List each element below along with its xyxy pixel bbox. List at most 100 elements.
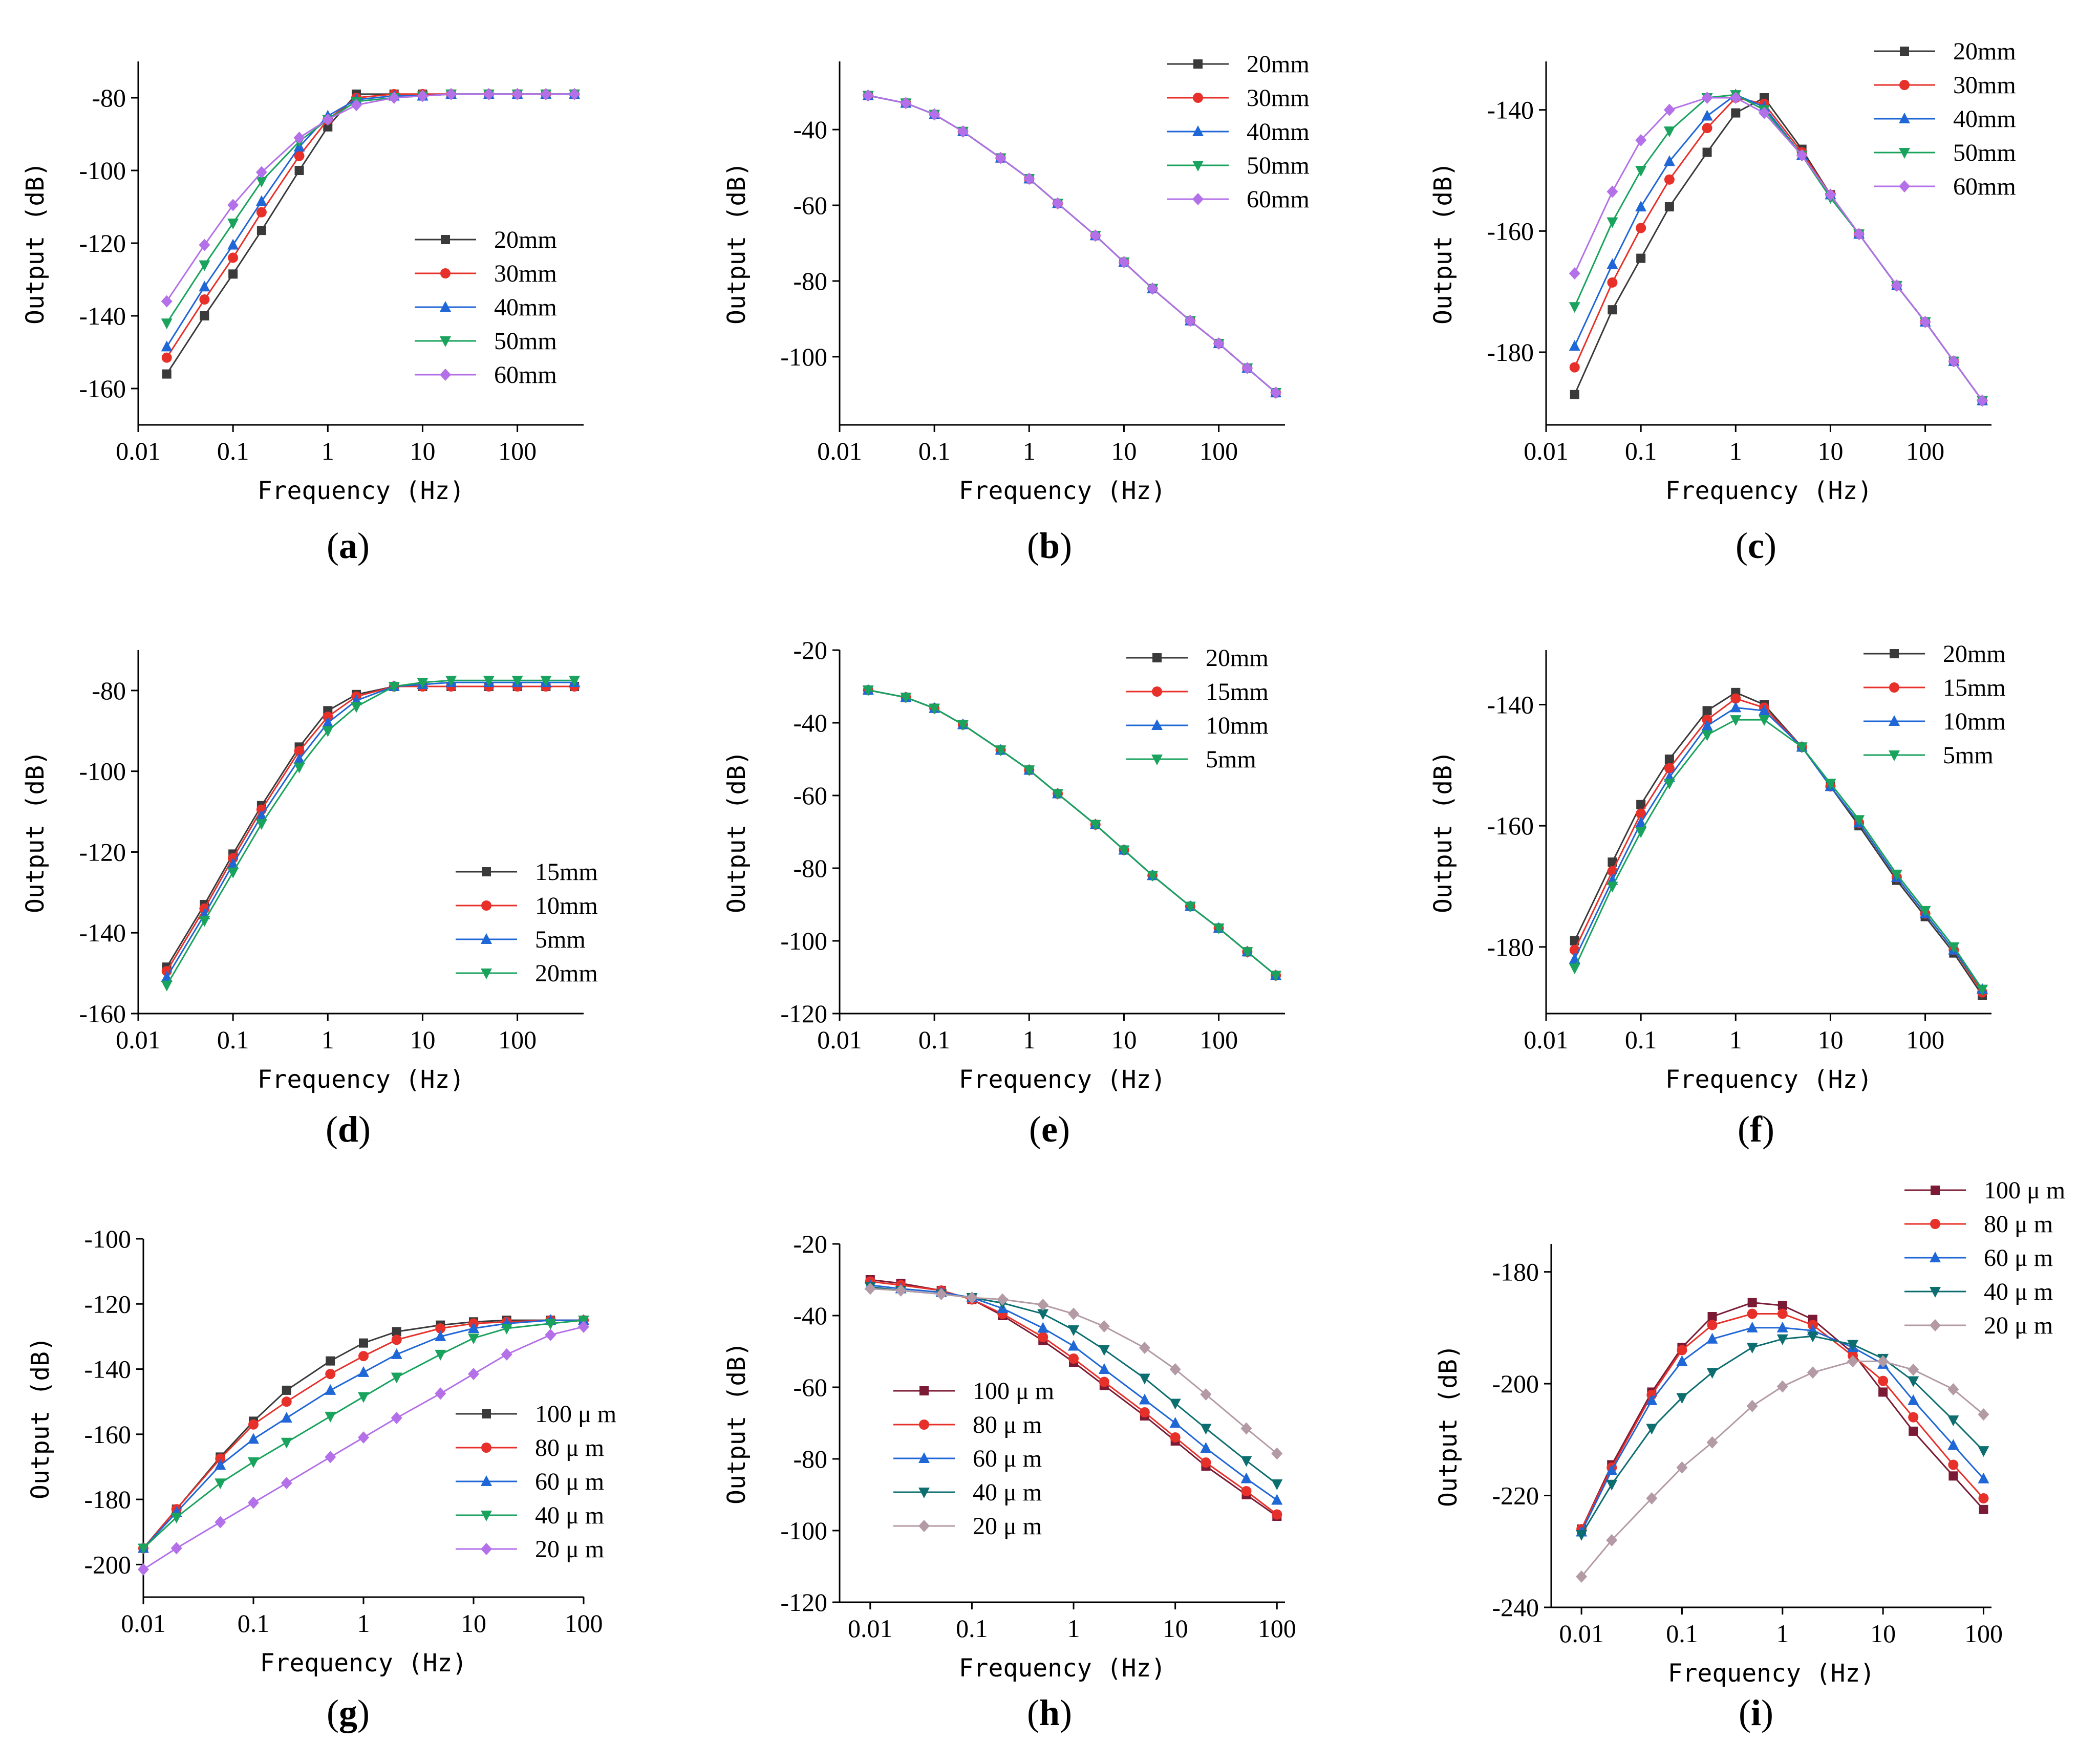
data-point [1068, 1325, 1080, 1336]
data-point [326, 1356, 335, 1366]
data-point [358, 1392, 369, 1403]
data-point [1608, 857, 1617, 867]
y-axis-title: Output (dB) [1429, 162, 1458, 325]
data-point [281, 1396, 292, 1407]
data-point [359, 1338, 368, 1348]
series-line [1574, 692, 1983, 996]
series-line [1580, 1335, 1984, 1535]
legend-label: 50mm [1953, 139, 2016, 166]
data-point [468, 1368, 479, 1381]
data-point [957, 125, 969, 138]
data-point [323, 122, 333, 132]
data-point [1089, 820, 1101, 831]
data-point [1270, 386, 1282, 399]
y-tick-label: -240 [1492, 1593, 1539, 1622]
data-point [1978, 1493, 1989, 1503]
data-point [1169, 1417, 1181, 1428]
legend-label: 40mm [1247, 118, 1310, 145]
data-point [199, 260, 210, 271]
x-tick-label: 0.1 [918, 1025, 951, 1054]
data-point [1701, 110, 1713, 121]
legend-label: 20mm [535, 960, 598, 987]
x-tick-label: 0.01 [817, 437, 862, 465]
data-point [1908, 1363, 1919, 1376]
data-point [1635, 816, 1647, 828]
data-point [935, 1288, 947, 1300]
legend: 15mm 10mm 5mm 20mm [456, 858, 598, 987]
data-point [1853, 228, 1865, 241]
legend-label: 40 μ m [535, 1502, 604, 1529]
data-point [929, 108, 940, 121]
data-point [1977, 984, 1988, 996]
data-point [161, 295, 173, 308]
data-point [1676, 1393, 1688, 1404]
data-point [1646, 1394, 1658, 1405]
data-point [1948, 355, 1960, 368]
legend-label: 20mm [1943, 640, 2006, 668]
x-tick-label: 100 [1906, 1025, 1944, 1054]
legend-marker [1899, 113, 1910, 123]
data-point [215, 1453, 226, 1464]
data-point [358, 1431, 369, 1444]
y-axis-title: Output (dB) [722, 1342, 751, 1504]
data-point [1068, 1307, 1080, 1320]
data-point [540, 88, 552, 100]
legend-marker [482, 1409, 491, 1418]
x-tick-label: 1 [1023, 1025, 1036, 1054]
data-point [388, 682, 400, 693]
x-tick-label: 0.1 [956, 1614, 988, 1643]
data-point [294, 150, 305, 161]
data-point [248, 1433, 259, 1444]
data-point [1646, 1424, 1658, 1435]
y-tick-label: -220 [1492, 1481, 1539, 1510]
data-point [1807, 1331, 1818, 1343]
x-axis-title: Frequency (Hz) [258, 1065, 465, 1094]
data-point [161, 352, 172, 363]
data-point [1569, 362, 1580, 373]
legend-marker [919, 1386, 929, 1395]
data-point [1807, 1366, 1818, 1379]
panel-caption: (i) [1739, 1692, 1773, 1733]
data-point [1948, 1471, 1958, 1481]
x-tick-label: 0.01 [116, 1025, 161, 1054]
legend-label: 100 μ m [973, 1378, 1054, 1405]
y-tick-label: -140 [84, 1355, 131, 1384]
data-point [1730, 715, 1742, 726]
data-point [1098, 1320, 1110, 1332]
data-point [325, 1369, 336, 1380]
data-point [255, 809, 267, 821]
y-tick-label: -140 [1487, 691, 1534, 719]
data-point [281, 1477, 292, 1490]
legend-label: 50mm [494, 328, 557, 355]
y-tick-label: -160 [1487, 217, 1534, 245]
legend-marker [918, 1452, 930, 1463]
data-point [1747, 1308, 1758, 1319]
x-tick-label: 0.1 [1625, 1025, 1657, 1054]
data-point [1636, 223, 1646, 233]
data-point [900, 97, 912, 110]
legend-marker [481, 933, 492, 944]
axes [1550, 1244, 1991, 1608]
data-point [1919, 906, 1931, 917]
y-tick-label: -80 [793, 267, 827, 295]
data-point [1169, 1399, 1181, 1410]
data-point [1052, 197, 1064, 210]
legend-marker [1889, 750, 1900, 761]
data-point [1608, 305, 1617, 315]
data-point [483, 676, 495, 687]
legend-marker [440, 268, 451, 278]
data-point [1569, 963, 1580, 975]
data-point [325, 1411, 336, 1423]
y-tick-label: -40 [793, 115, 827, 144]
legend-label: 60mm [1953, 173, 2016, 200]
y-tick-label: -120 [780, 1588, 827, 1617]
data-point [293, 132, 305, 144]
legend-label: 20mm [1206, 644, 1269, 672]
data-point [1746, 1400, 1758, 1412]
data-point [862, 685, 874, 697]
legend: 100 μ m 80 μ m 60 μ m 40 μ m 20 μ m [893, 1378, 1054, 1540]
legend-marker [1192, 125, 1204, 136]
data-point [325, 1451, 336, 1464]
